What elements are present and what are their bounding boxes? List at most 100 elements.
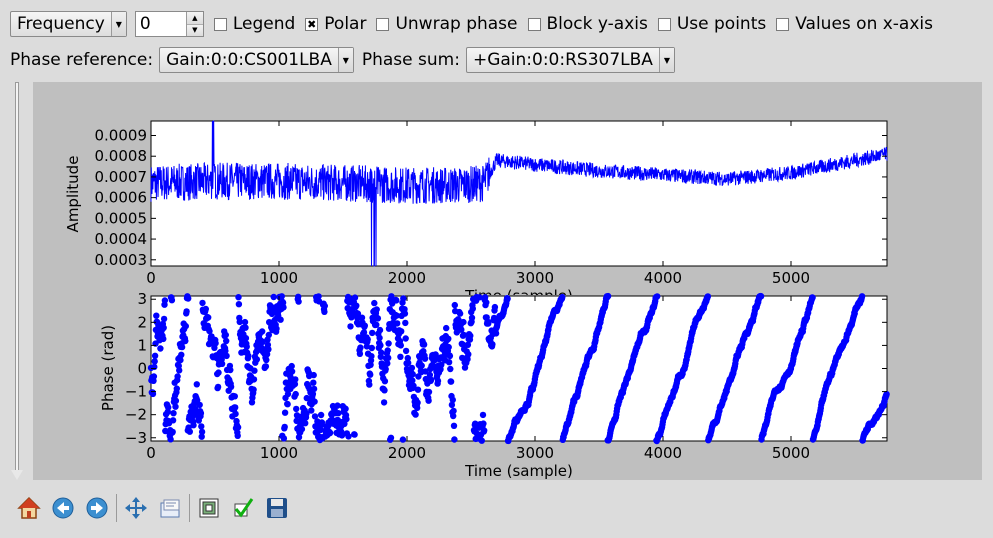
amplitude-axes [150, 120, 888, 267]
phase-point [409, 377, 416, 384]
phase-point [450, 412, 457, 420]
phase-xlabel: Time (sample) [464, 462, 573, 480]
phase-point [459, 341, 466, 348]
save-icon [267, 498, 287, 518]
home-button[interactable] [12, 491, 46, 525]
plot-canvas[interactable]: 0 1000 2000 3000 4000 5000 0.0003 0.0004 0.0005 0… [33, 82, 982, 480]
x-tick-label: 1000 [260, 269, 298, 287]
toolbar-separator [116, 494, 117, 522]
phase-point [445, 335, 452, 342]
forward-button[interactable] [80, 491, 114, 525]
x-tick-label: 3000 [516, 269, 554, 287]
phase-controls: Phase reference: Gain:0:0:CS001LBA ▼ Pha… [10, 46, 675, 74]
unwrap-phase-checkbox[interactable]: Unwrap phase [376, 14, 518, 34]
phase-point [259, 328, 266, 335]
values-on-x-axis-checkbox-box[interactable] [776, 17, 790, 31]
block-y-axis-checkbox-box[interactable] [527, 17, 541, 31]
save-button[interactable] [260, 491, 294, 525]
spin-up-icon[interactable]: ▲ [186, 12, 203, 24]
polar-checkbox-box[interactable]: ✖ [305, 17, 319, 31]
phase-reference-select[interactable]: Gain:0:0:CS001LBA ▼ [159, 47, 354, 73]
legend-checkbox[interactable]: Legend [213, 14, 295, 34]
phase-point [235, 294, 242, 301]
phase-point [476, 294, 483, 301]
phase-point [242, 324, 249, 331]
values-on-x-axis-checkbox[interactable]: Values on x-axis [776, 14, 933, 34]
unwrap-phase-checkbox-box[interactable] [376, 17, 390, 31]
phase-point [364, 336, 371, 343]
phase-point [449, 396, 456, 404]
phase-point [227, 366, 234, 374]
zoom-button[interactable] [153, 491, 187, 525]
back-button[interactable] [46, 491, 80, 525]
x-tick-label: 4000 [644, 444, 682, 462]
back-icon [52, 497, 74, 519]
phase-point [398, 328, 405, 335]
phase-point [438, 361, 445, 368]
phase-point [381, 387, 388, 394]
amplitude-line [150, 120, 888, 267]
phase-point [448, 401, 456, 409]
phase-point [280, 435, 288, 442]
phase-point [302, 420, 309, 427]
slider-track[interactable] [15, 82, 19, 474]
y-tick-label: −1 [125, 383, 147, 401]
phase-point [373, 321, 380, 328]
phase-point [243, 343, 250, 350]
phase-point [318, 419, 326, 426]
phase-point [178, 343, 186, 351]
block-y-axis-checkbox[interactable]: Block y-axis [527, 14, 648, 34]
configure-subplots-button[interactable] [192, 491, 226, 525]
use-points-checkbox-box[interactable] [657, 17, 671, 31]
pan-button[interactable] [119, 491, 153, 525]
phase-point [326, 429, 334, 436]
phase-point [317, 411, 325, 419]
mode-select[interactable]: Frequency ▼ [10, 11, 127, 37]
phase-point [356, 350, 364, 357]
phase-point [174, 373, 181, 380]
phase-point [227, 383, 235, 390]
phase-point [447, 378, 455, 385]
phase-point [291, 380, 299, 388]
phase-point [153, 312, 160, 319]
navigation-toolbar [12, 491, 294, 525]
phase-point [412, 411, 419, 418]
vertical-slider[interactable] [10, 82, 24, 480]
phase-point [384, 360, 391, 367]
y-tick-label: 2 [137, 313, 147, 331]
phase-point [464, 341, 472, 348]
phase-point [160, 324, 167, 331]
phase-point [168, 297, 176, 304]
phase-reference-value: Gain:0:0:CS001LBA [166, 50, 332, 70]
phase-point [342, 405, 349, 412]
phase-point [491, 303, 499, 311]
pan-icon [125, 497, 147, 519]
phase-point [151, 352, 159, 359]
slider-handle[interactable] [11, 470, 23, 480]
phase-point [234, 432, 241, 439]
phase-point [223, 352, 230, 360]
index-spinbox[interactable]: 0 ▲ ▼ [134, 11, 204, 37]
use-points-checkbox[interactable]: Use points [657, 14, 766, 34]
polar-checkbox[interactable]: ✖ Polar [305, 14, 366, 34]
phase-point [183, 308, 190, 315]
phase-point [485, 320, 492, 327]
phase-point [425, 397, 432, 404]
phase-point [198, 423, 205, 430]
edit-check-button[interactable] [226, 491, 260, 525]
phase-point [150, 373, 158, 380]
phase-point [310, 379, 317, 386]
legend-checkbox-box[interactable] [213, 17, 227, 31]
phase-sum-select[interactable]: +Gain:0:0:RS307LBA ▼ [465, 47, 675, 73]
spin-down-icon[interactable]: ▼ [186, 23, 203, 36]
phase-point [420, 341, 428, 348]
phase-point [206, 327, 213, 335]
unwrap-phase-label: Unwrap phase [395, 14, 518, 34]
phase-point [480, 420, 487, 427]
phase-point [292, 390, 299, 398]
phase-point [242, 335, 250, 342]
phase-point [334, 402, 341, 409]
amplitude-series [150, 120, 888, 267]
toolbar-separator [189, 494, 190, 522]
y-tick-label: −3 [125, 429, 147, 447]
